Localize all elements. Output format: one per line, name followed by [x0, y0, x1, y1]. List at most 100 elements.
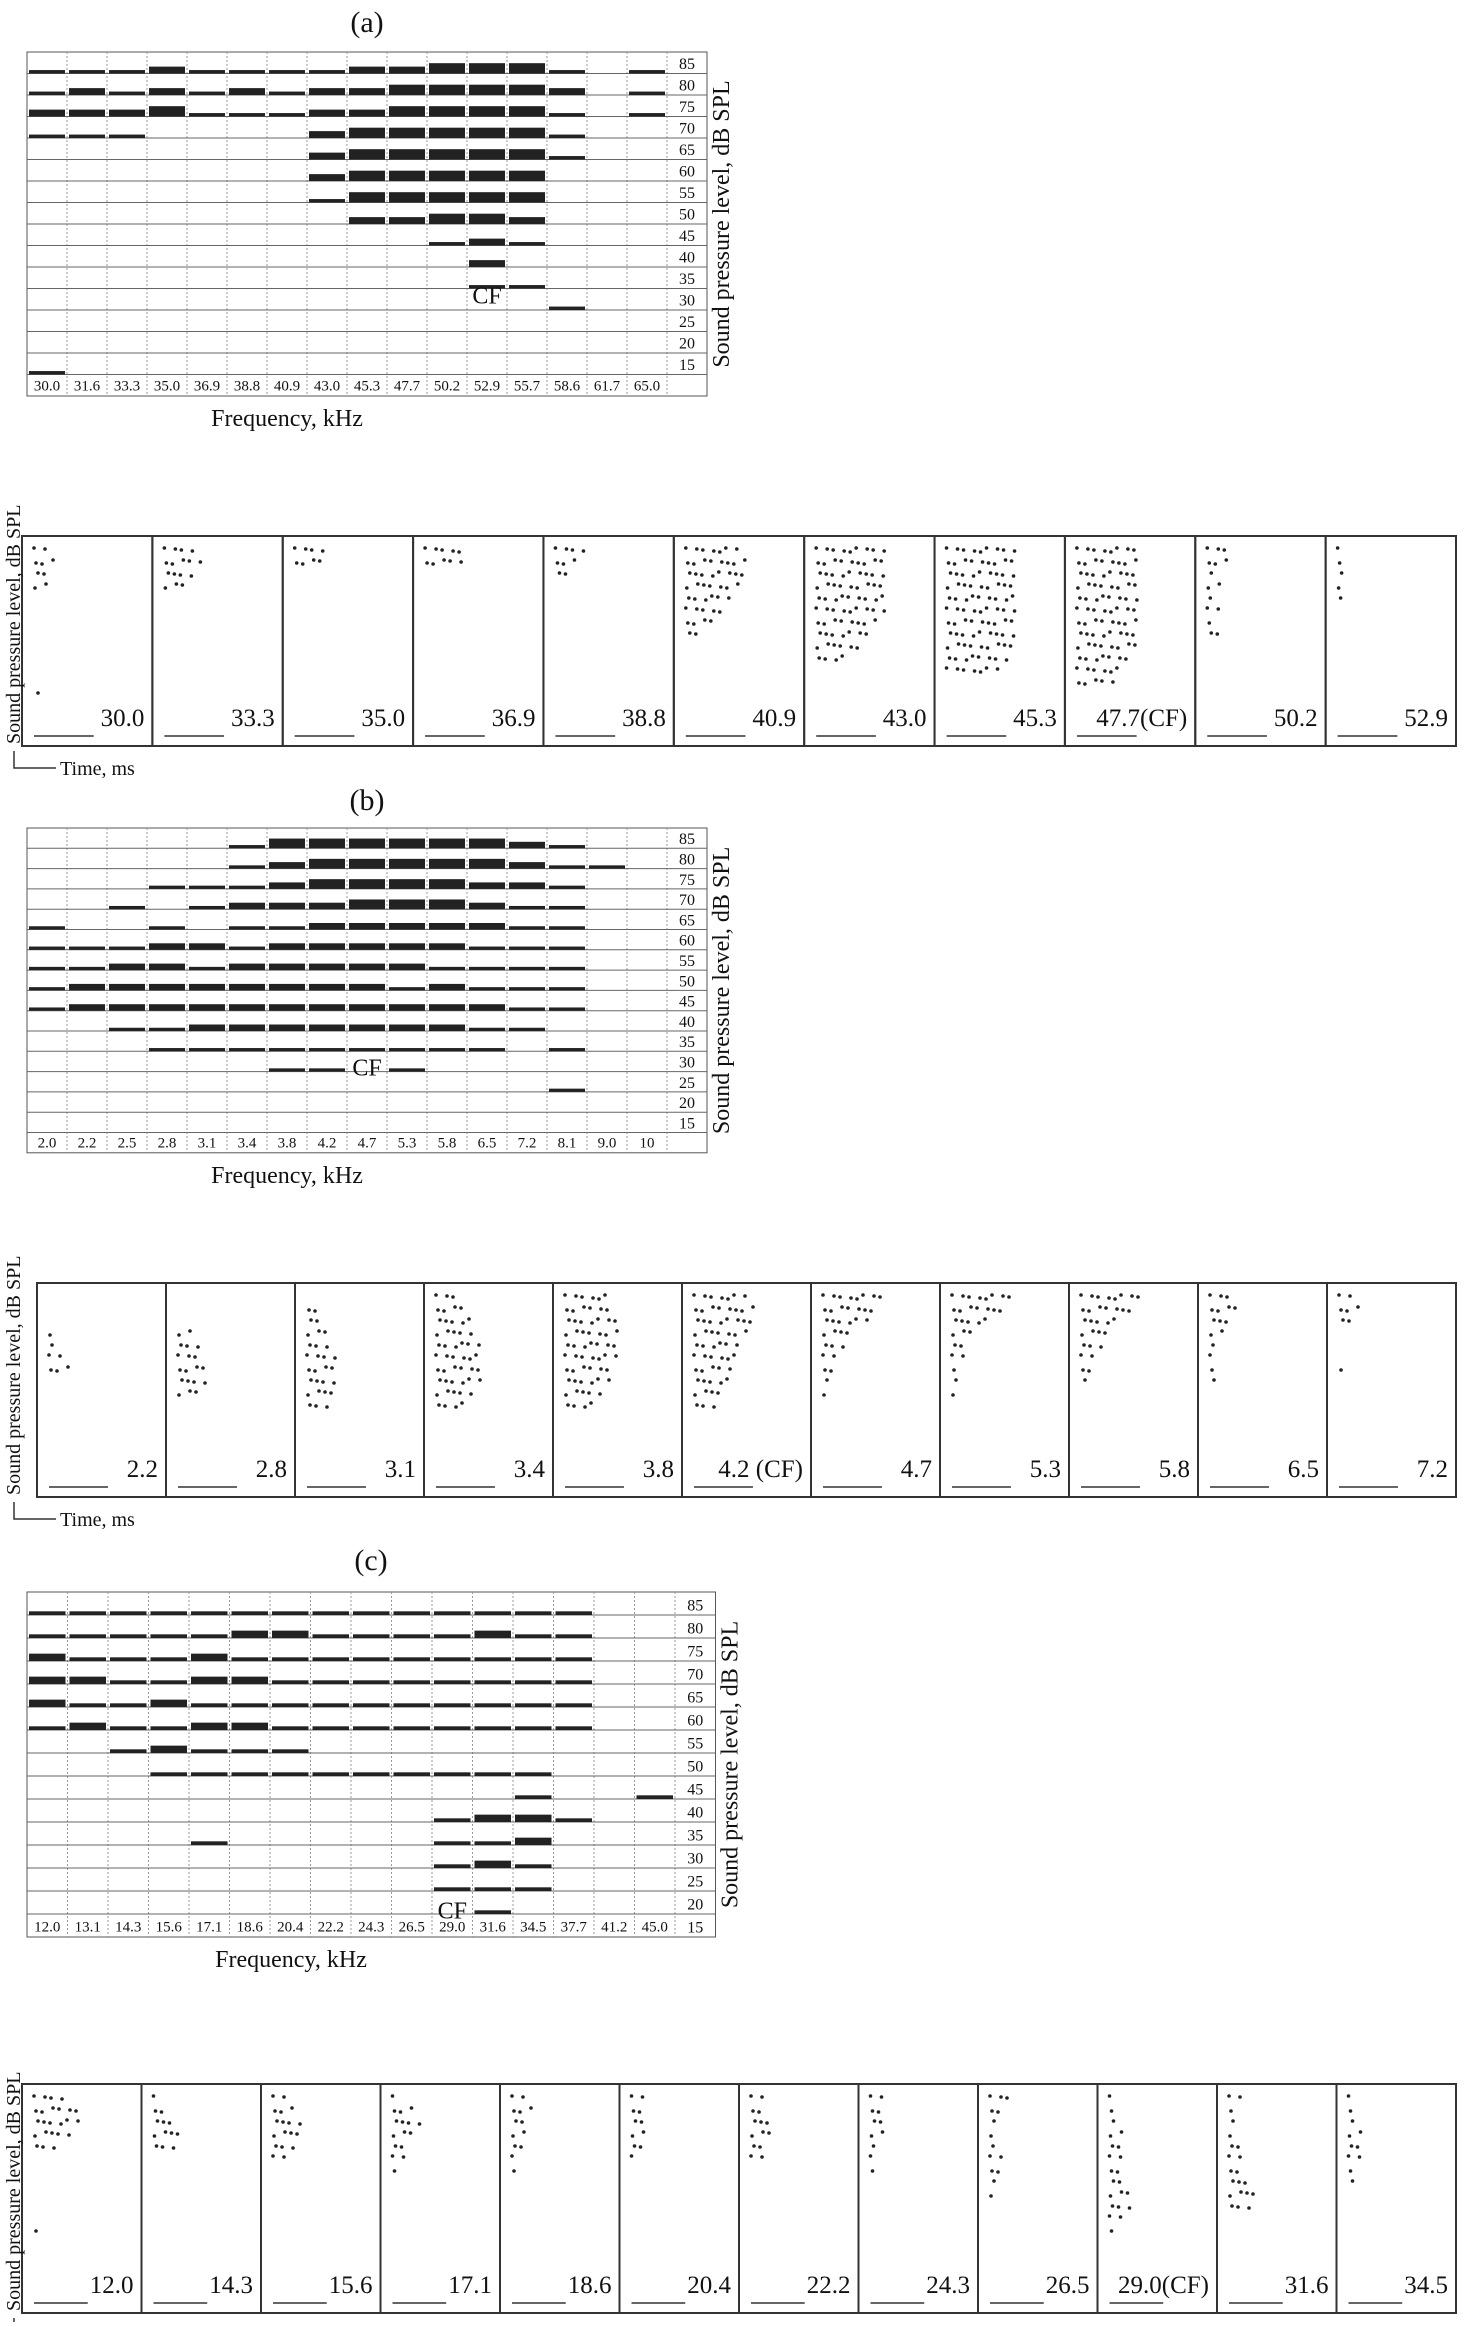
spike	[443, 1404, 447, 1408]
spike	[749, 2154, 753, 2158]
spike	[66, 1365, 70, 1369]
response-bar	[515, 1795, 552, 1799]
spike	[476, 1368, 480, 1372]
spike	[951, 1393, 955, 1397]
spike	[320, 549, 325, 553]
spike	[1079, 1293, 1083, 1297]
spike	[834, 598, 838, 602]
response-bar	[434, 1772, 471, 1776]
spike	[969, 1305, 973, 1309]
response-bar	[229, 865, 265, 869]
spike	[1337, 1293, 1341, 1297]
db-label: 75	[679, 99, 695, 116]
spike	[1002, 583, 1007, 587]
response-bar	[509, 63, 545, 74]
freq-label: 38.8	[234, 379, 260, 395]
spike	[1115, 666, 1119, 670]
spike	[968, 584, 973, 588]
spike	[435, 1393, 439, 1397]
freq-label: 3.1	[198, 1136, 217, 1152]
spike	[1110, 645, 1114, 649]
response-bar	[509, 946, 545, 950]
spike	[838, 644, 842, 648]
response-bar	[309, 858, 345, 869]
spike	[946, 621, 951, 625]
spike	[570, 548, 575, 552]
spike	[947, 596, 952, 600]
spike	[1109, 670, 1113, 674]
spike	[863, 597, 867, 601]
response-bar	[434, 1841, 471, 1845]
response-bar	[349, 1024, 385, 1031]
spike	[161, 2120, 166, 2124]
spike	[839, 619, 843, 623]
response-bar	[29, 1634, 66, 1638]
response-bar	[309, 152, 345, 160]
spike	[956, 582, 961, 586]
spike	[290, 2106, 294, 2110]
spike	[720, 560, 724, 564]
spike	[440, 548, 444, 552]
freq-label: 4.7	[358, 1136, 377, 1152]
spike	[459, 1306, 463, 1310]
response-bar	[29, 91, 65, 95]
spike	[961, 608, 966, 612]
spike	[477, 1343, 481, 1347]
response-bar	[389, 838, 425, 849]
spike	[1099, 584, 1103, 588]
response-bar	[469, 106, 505, 117]
spike	[1095, 658, 1099, 662]
response-bar	[353, 1611, 390, 1615]
response-bar	[589, 865, 625, 869]
spike	[1107, 2094, 1112, 2098]
spike	[825, 607, 829, 611]
response-bar	[229, 113, 265, 117]
spike	[1135, 598, 1139, 602]
spike	[1003, 618, 1008, 622]
spike	[581, 549, 586, 553]
response-bar	[515, 1611, 552, 1615]
response-bar	[393, 1726, 430, 1730]
response-bar	[353, 1772, 390, 1776]
response-bar	[269, 113, 305, 117]
spike	[638, 2145, 643, 2149]
spike	[196, 1345, 200, 1349]
spike	[1211, 1343, 1215, 1347]
spike	[514, 2119, 518, 2123]
spike	[151, 2094, 156, 2098]
db-label: 80	[679, 78, 695, 95]
spike	[988, 631, 993, 635]
response-bar	[389, 149, 425, 160]
response-bar	[429, 63, 465, 74]
spike	[333, 1356, 337, 1360]
spike	[976, 655, 981, 659]
response-bar	[474, 1772, 511, 1776]
spike	[744, 1329, 748, 1333]
spike	[1134, 558, 1138, 562]
response-bar	[515, 1837, 552, 1845]
spike	[314, 1344, 318, 1348]
spike	[830, 1344, 834, 1348]
spike	[574, 1354, 578, 1358]
response-bar	[229, 946, 265, 950]
spike	[823, 1368, 827, 1372]
spike	[861, 1293, 865, 1297]
spike	[1086, 607, 1090, 611]
spike	[329, 1391, 333, 1395]
response-bar	[429, 983, 465, 991]
response-bar	[349, 217, 385, 224]
response-bar	[269, 862, 305, 869]
response-bar	[429, 1048, 465, 1052]
freq-label: 14.3	[115, 1919, 141, 1935]
spike	[309, 548, 314, 552]
spike	[751, 2109, 755, 2113]
spike	[823, 1308, 827, 1312]
spike	[178, 573, 183, 577]
spike	[1348, 2169, 1353, 2173]
spike	[693, 597, 697, 601]
spike	[1090, 1294, 1094, 1298]
spike	[841, 1345, 845, 1349]
spike	[1118, 2215, 1123, 2219]
spike	[687, 596, 691, 600]
response-bar	[469, 1048, 505, 1052]
